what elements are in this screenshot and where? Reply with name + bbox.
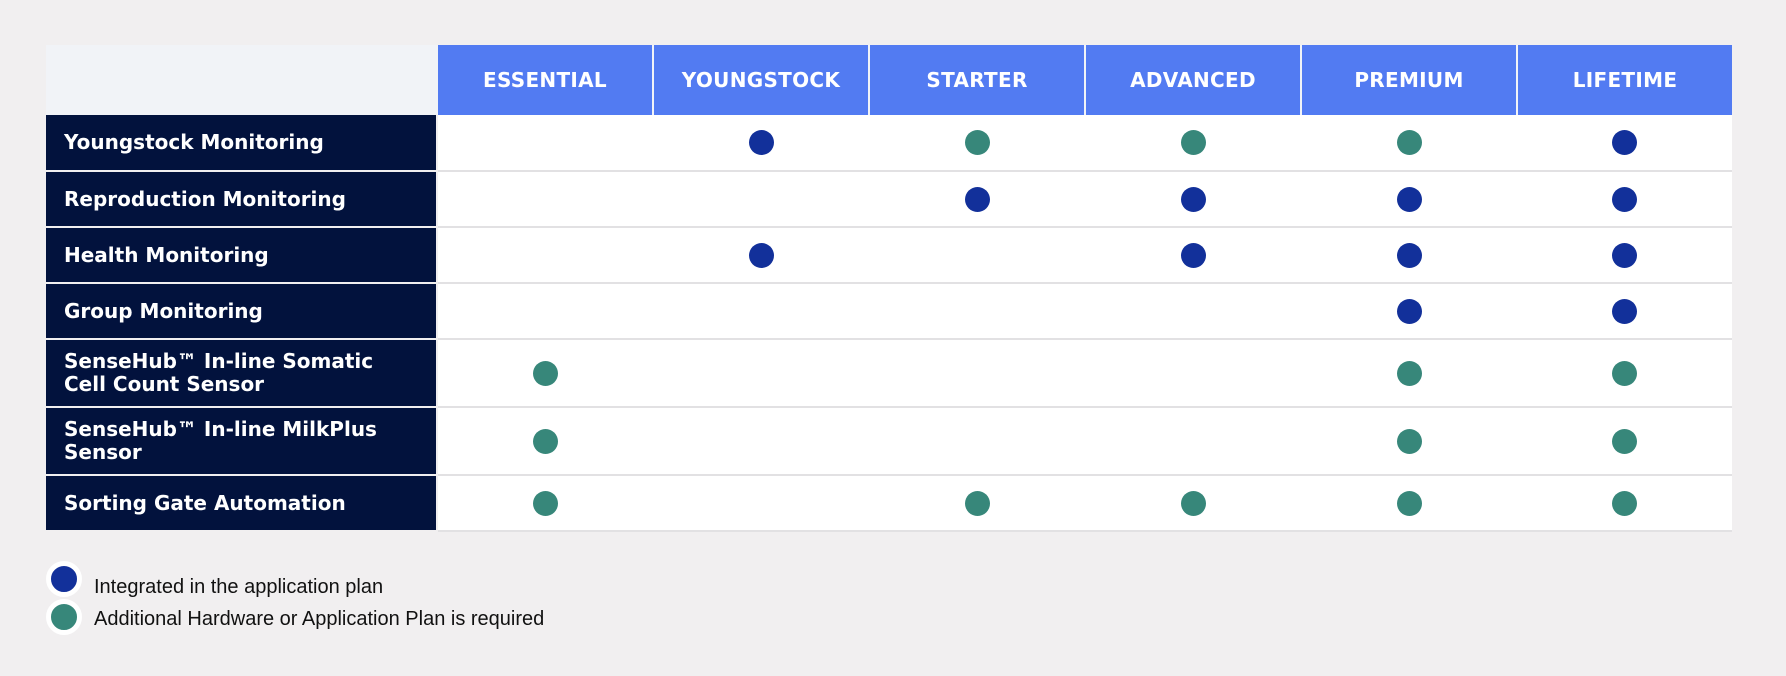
plan-cell	[1301, 227, 1517, 284]
additional-dot-icon	[1396, 130, 1422, 155]
legend-item-additional: Additional Hardware or Application Plan …	[46, 598, 544, 636]
plan-cell	[653, 283, 869, 340]
integrated-dot-icon	[1396, 186, 1422, 212]
plan-cell	[1517, 407, 1732, 476]
plan-header-premium: PREMIUM	[1300, 45, 1517, 115]
integrated-dot-icon	[748, 242, 774, 268]
plan-cell	[1517, 283, 1732, 340]
plan-cell	[1085, 339, 1301, 408]
additional-dot-icon	[964, 130, 990, 155]
additional-dot-icon	[1396, 428, 1422, 454]
legend-label-additional: Additional Hardware or Application Plan …	[94, 607, 545, 630]
plan-header-lifetime: LIFETIME	[1516, 45, 1732, 115]
additional-dot-icon	[1612, 428, 1637, 454]
plan-cell	[869, 171, 1085, 228]
additional-dot-icon	[533, 360, 558, 386]
feature-row: Reproduction Monitoring	[46, 171, 1732, 228]
plan-cell	[1085, 475, 1301, 532]
plan-cell	[1085, 283, 1301, 340]
plan-cell	[869, 115, 1085, 172]
feature-row: Youngstock Monitoring	[46, 115, 1732, 172]
plan-cell	[869, 227, 1085, 284]
plan-cell	[1517, 115, 1732, 172]
plan-header-youngstock: YOUNGSTOCK	[652, 45, 869, 115]
integrated-dot-icon	[1396, 298, 1422, 324]
integrated-dot-icon	[1612, 186, 1637, 212]
integrated-dot-icon	[1180, 186, 1206, 212]
integrated-dot-icon	[1180, 242, 1206, 268]
plan-cell	[869, 283, 1085, 340]
plan-cell	[1517, 171, 1732, 228]
plan-cell	[653, 339, 869, 408]
additional-dot-icon	[1612, 490, 1637, 516]
integrated-dot-icon	[46, 561, 82, 597]
feature-row: Sorting Gate Automation	[46, 475, 1732, 532]
additional-dot-icon	[533, 490, 558, 516]
additional-dot-icon	[1180, 490, 1206, 516]
plan-cell	[869, 475, 1085, 532]
legend: Integrated in the application plan Addit…	[46, 560, 544, 636]
feature-label: Sorting Gate Automation	[46, 475, 438, 532]
plan-cell	[1301, 115, 1517, 172]
feature-row: Group Monitoring	[46, 283, 1732, 340]
additional-dot-icon	[1396, 360, 1422, 386]
plan-cell	[437, 339, 653, 408]
plan-cell	[653, 227, 869, 284]
feature-row: SenseHub™ In-line Somatic Cell Count Sen…	[46, 339, 1732, 408]
plan-cell	[437, 475, 653, 532]
plan-cell	[437, 227, 653, 284]
feature-label: SenseHub™ In-line Somatic Cell Count Sen…	[46, 339, 438, 408]
plan-cell	[437, 115, 653, 172]
plan-cell	[1517, 339, 1732, 408]
plan-header-row: ESSENTIAL YOUNGSTOCK STARTER ADVANCED PR…	[46, 45, 1732, 115]
additional-dot-icon	[1396, 490, 1422, 516]
plan-cell	[869, 339, 1085, 408]
integrated-dot-icon	[964, 186, 990, 212]
legend-item-integrated: Integrated in the application plan	[46, 560, 544, 598]
plan-cell	[1301, 171, 1517, 228]
additional-dot-icon	[533, 428, 558, 454]
plan-cell	[869, 407, 1085, 476]
plan-header-advanced: ADVANCED	[1084, 45, 1301, 115]
feature-label: Health Monitoring	[46, 227, 438, 284]
plan-cell	[1301, 475, 1517, 532]
plan-feature-matrix: ESSENTIAL YOUNGSTOCK STARTER ADVANCED PR…	[46, 45, 1732, 532]
plan-cell	[653, 475, 869, 532]
integrated-dot-icon	[1396, 242, 1422, 268]
plan-cell	[653, 407, 869, 476]
plan-cell	[1301, 407, 1517, 476]
integrated-dot-icon	[1612, 242, 1637, 268]
plan-cell	[437, 407, 653, 476]
feature-label: Reproduction Monitoring	[46, 171, 438, 228]
legend-label-integrated: Integrated in the application plan	[94, 575, 384, 598]
feature-label: Group Monitoring	[46, 283, 438, 340]
additional-dot-icon	[46, 599, 82, 635]
plan-cell	[1085, 227, 1301, 284]
feature-row: Health Monitoring	[46, 227, 1732, 284]
plan-cell	[1085, 115, 1301, 172]
integrated-dot-icon	[1612, 130, 1637, 155]
plan-header-essential: ESSENTIAL	[436, 45, 653, 115]
plan-cell	[653, 115, 869, 172]
plan-cell	[1301, 339, 1517, 408]
header-corner	[46, 45, 437, 115]
additional-dot-icon	[1612, 360, 1637, 386]
plan-cell	[1517, 475, 1732, 532]
plan-cell	[437, 171, 653, 228]
integrated-dot-icon	[1612, 298, 1637, 324]
additional-dot-icon	[964, 490, 990, 516]
feature-label: SenseHub™ In-line MilkPlus Sensor	[46, 407, 438, 476]
plan-header-starter: STARTER	[868, 45, 1085, 115]
plan-cell	[1085, 171, 1301, 228]
feature-label: Youngstock Monitoring	[46, 115, 438, 172]
plan-cell	[653, 171, 869, 228]
plan-cell	[1517, 227, 1732, 284]
integrated-dot-icon	[748, 130, 774, 155]
feature-row: SenseHub™ In-line MilkPlus Sensor	[46, 407, 1732, 476]
additional-dot-icon	[1180, 130, 1206, 155]
plan-cell	[437, 283, 653, 340]
plan-cell	[1301, 283, 1517, 340]
plan-cell	[1085, 407, 1301, 476]
